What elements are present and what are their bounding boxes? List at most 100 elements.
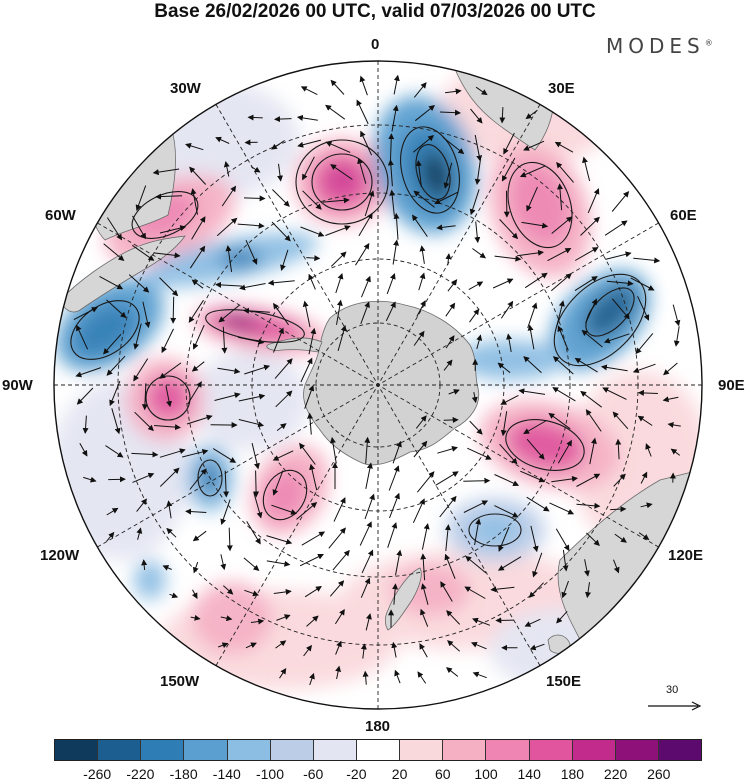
wind-arrow <box>220 499 231 526</box>
colorbar-tick-label: -100 <box>255 766 285 782</box>
wind-arrow <box>136 527 143 540</box>
antarctic-peninsula <box>266 337 323 353</box>
colorbar-swatch <box>183 740 227 760</box>
wind-arrow <box>304 586 322 598</box>
wind-arrow <box>420 608 429 627</box>
wind-arrow <box>308 327 317 355</box>
wind-arrow <box>274 116 292 123</box>
wind-arrow <box>523 356 542 374</box>
wind-arrow <box>244 589 259 597</box>
wind-arrow <box>103 333 122 355</box>
wind-arrow <box>392 239 400 265</box>
wind-arrow <box>360 643 367 659</box>
wind-arrow <box>470 108 483 124</box>
wind-arrow <box>391 641 398 658</box>
wind-arrow <box>276 423 287 431</box>
wind-arrow <box>528 582 544 598</box>
wind-arrow <box>633 257 661 264</box>
wind-arrow <box>562 549 569 572</box>
wind-arrow <box>243 557 260 571</box>
wind-arrow <box>336 299 343 325</box>
wind-arrow <box>302 300 311 328</box>
wind-arrow <box>465 555 487 574</box>
wind-arrow <box>444 553 456 579</box>
wind-arrow <box>582 156 591 182</box>
wind-arrow <box>586 532 600 546</box>
wind-arrow <box>497 362 511 373</box>
wind-arrow <box>134 411 154 432</box>
wind-arrow <box>82 415 89 434</box>
wind-arrow <box>524 618 541 627</box>
wind-arrow <box>445 253 452 266</box>
wind-arrow <box>494 505 519 518</box>
wind-arrow <box>300 86 318 96</box>
wind-arrow <box>604 220 628 236</box>
wind-arrow <box>299 554 324 567</box>
wind-arrow <box>325 225 351 236</box>
colorbar-swatch <box>355 740 400 760</box>
wind-arrow <box>611 191 630 212</box>
wind-arrow <box>237 336 265 345</box>
colorbar-tick-label: -260 <box>83 766 112 782</box>
wind-arrow <box>152 168 180 176</box>
wind-arrow <box>469 308 480 323</box>
wind-arrow <box>388 465 400 491</box>
wind-arrow <box>444 524 451 551</box>
wind-arrow <box>296 114 318 121</box>
wind-arrow <box>521 221 549 229</box>
wind-arrow <box>476 334 483 350</box>
wind-arrow <box>271 221 291 242</box>
wind-arrow <box>645 443 652 457</box>
wind-arrow <box>527 324 535 350</box>
wind-arrow <box>304 384 315 409</box>
wind-arrow <box>188 299 204 323</box>
wind-arrow <box>237 222 265 229</box>
wind-arrow <box>551 216 573 234</box>
wind-arrow <box>472 617 491 626</box>
wind-arrow <box>297 139 322 148</box>
wind-arrow <box>605 251 632 260</box>
wind-arrow <box>471 392 478 404</box>
wind-arrow <box>99 275 124 290</box>
wind-arrow <box>328 527 346 549</box>
wind-arrow <box>335 665 342 680</box>
wind-arrow <box>445 88 462 95</box>
wind-arrow <box>306 255 321 262</box>
wind-arrow <box>128 274 150 293</box>
wind-arrow <box>492 278 514 289</box>
wind-arrow <box>279 667 287 679</box>
wind-arrow <box>448 389 460 395</box>
wind-arrow <box>109 380 121 407</box>
wind-arrow <box>189 166 207 185</box>
wind-arrow <box>75 367 102 378</box>
colorbar-swatch <box>528 740 572 760</box>
wind-arrow <box>548 412 571 430</box>
wind-arrow <box>580 390 603 408</box>
wind-arrow <box>526 186 538 212</box>
lon-label-60w: 60W <box>45 207 76 224</box>
wind-arrow <box>498 526 510 552</box>
wind-arrow <box>299 442 316 465</box>
wind-arrow <box>238 419 265 428</box>
wind-arrow <box>494 474 520 486</box>
wind-arrow <box>330 164 353 180</box>
wind-arrow <box>463 500 489 513</box>
wind-arrow <box>276 614 291 621</box>
wind-arrow <box>212 448 237 463</box>
wind-arrow <box>170 296 177 324</box>
wind-arrow <box>79 443 88 457</box>
new-zealand-landmass <box>384 567 422 631</box>
wind-arrow <box>394 669 401 684</box>
wind-arrow <box>111 408 121 435</box>
wind-arrow <box>469 189 480 216</box>
wind-arrow <box>472 248 487 259</box>
lon-label-30e: 30E <box>548 80 575 97</box>
wind-arrow <box>603 333 630 344</box>
wind-arrow <box>552 356 574 375</box>
wind-arrow <box>499 443 518 465</box>
wind-arrow <box>185 508 207 515</box>
wind-arrow <box>576 502 601 509</box>
wind-arrow <box>191 361 205 372</box>
wind-arrow <box>359 521 372 546</box>
wind-arrow <box>302 156 315 181</box>
